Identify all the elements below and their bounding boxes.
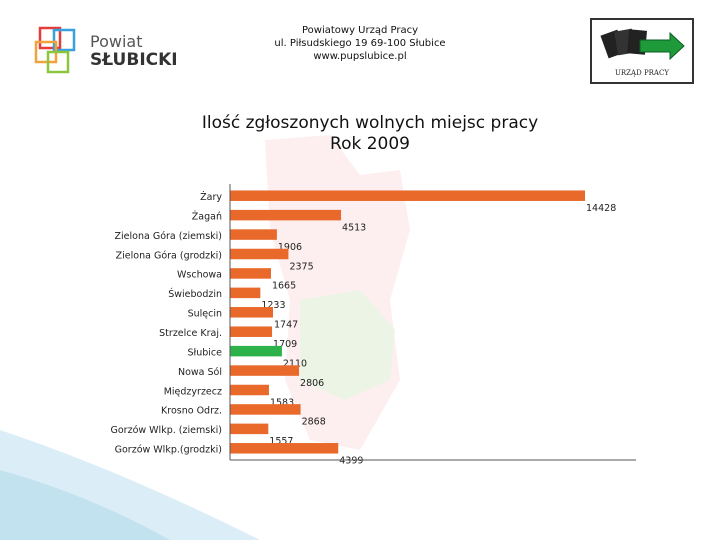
category-label: Świebodzin bbox=[168, 288, 222, 300]
value-label: 14428 bbox=[586, 203, 616, 214]
value-label: 1583 bbox=[270, 397, 294, 408]
right-logo-caption: URZĄD PRACY bbox=[615, 69, 669, 77]
bar bbox=[230, 307, 273, 318]
category-label: Krosno Odrz. bbox=[161, 406, 222, 417]
office-name: Powiatowy Urząd Pracy bbox=[301, 25, 419, 36]
value-label: 1233 bbox=[261, 300, 285, 311]
value-label: 2375 bbox=[289, 261, 313, 272]
value-label: 1906 bbox=[278, 242, 302, 253]
value-label: 1665 bbox=[272, 281, 296, 292]
category-label: Gorzów Wlkp.(grodzki) bbox=[115, 445, 222, 456]
bar bbox=[230, 423, 269, 435]
office-website: www.pupslubice.pl bbox=[313, 51, 407, 62]
bar bbox=[230, 345, 282, 357]
bar bbox=[230, 443, 339, 454]
category-label: Zielona Góra (ziemski) bbox=[115, 231, 222, 242]
category-label: Żary bbox=[200, 192, 222, 203]
value-label: 4399 bbox=[339, 456, 363, 467]
logo-text-powiat: Powiat bbox=[90, 32, 143, 51]
category-label: Żagań bbox=[192, 211, 222, 222]
bar bbox=[230, 365, 300, 376]
bar bbox=[230, 287, 261, 299]
category-label: Sulęcin bbox=[188, 309, 222, 320]
office-address: ul. Piłsudskiego 19 69-100 Słubice bbox=[274, 38, 446, 49]
chart-subtitle: Rok 2009 bbox=[330, 134, 410, 154]
logo-text-slubicki: SŁUBICKI bbox=[90, 50, 178, 70]
category-label: Strzelce Kraj. bbox=[159, 328, 222, 339]
arrow-cards-icon bbox=[600, 28, 685, 61]
bar bbox=[230, 404, 301, 415]
value-label: 1747 bbox=[274, 320, 298, 331]
bar bbox=[230, 190, 586, 201]
category-label: Wschowa bbox=[177, 270, 222, 281]
category-label: Międzyrzecz bbox=[164, 386, 222, 397]
bar bbox=[230, 384, 269, 396]
value-label: 2868 bbox=[302, 417, 326, 428]
category-label: Nowa Sól bbox=[178, 367, 222, 378]
chart-title: Ilość zgłoszonych wolnych miejsc pracy bbox=[201, 113, 539, 133]
value-label: 1557 bbox=[269, 436, 293, 447]
urzad-pracy-logo: URZĄD PRACY bbox=[590, 18, 694, 84]
office-header: Powiatowy Urząd Pracy ul. Piłsudskiego 1… bbox=[230, 24, 490, 63]
category-label: Gorzów Wlkp. (ziemski) bbox=[111, 425, 223, 436]
category-label: Słubice bbox=[188, 347, 223, 358]
bar bbox=[230, 229, 277, 240]
bar bbox=[230, 326, 273, 337]
value-label: 2806 bbox=[300, 378, 324, 389]
value-label: 2110 bbox=[283, 358, 307, 369]
bar bbox=[230, 248, 289, 260]
bar bbox=[230, 209, 342, 221]
powiat-slubicki-logo bbox=[34, 24, 174, 80]
value-label: 1709 bbox=[273, 339, 297, 350]
chart-title-block: Ilość zgłoszonych wolnych miejsc pracy R… bbox=[160, 113, 580, 155]
squares-logo-icon bbox=[34, 26, 76, 74]
category-label: Zielona Góra (grodzki) bbox=[116, 250, 222, 261]
bar bbox=[230, 268, 271, 279]
value-label: 4513 bbox=[342, 222, 366, 233]
